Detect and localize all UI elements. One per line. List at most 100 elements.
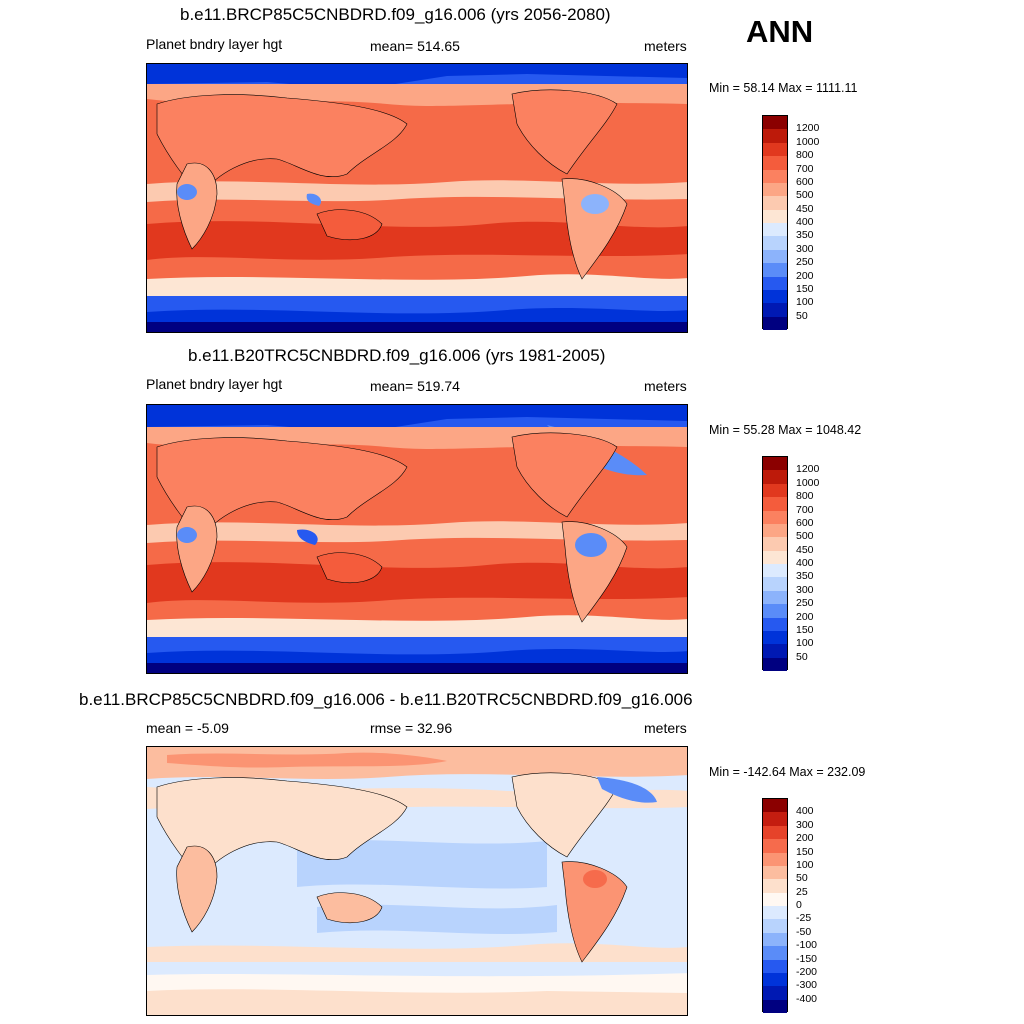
panel3-mean-label: mean = -5.09 <box>146 720 229 736</box>
colorbar-swatch <box>763 316 787 330</box>
colorbar-tick-label: 50 <box>796 872 808 885</box>
colorbar-swatch <box>763 932 787 947</box>
colorbar-swatch <box>763 116 787 130</box>
colorbar-tick-label: 100 <box>796 637 814 650</box>
colorbar-swatch <box>763 142 787 157</box>
colorbar-swatch <box>763 510 787 524</box>
panel2-mean-label: mean= 519.74 <box>370 378 460 394</box>
colorbar-tick-label: 150 <box>796 623 814 636</box>
panel1-variable-label: Planet bndry layer hgt <box>146 36 283 52</box>
colorbar-swatch <box>763 276 787 290</box>
panel3-units-label: meters <box>644 720 687 736</box>
colorbar-swatch <box>763 630 787 645</box>
colorbar-tick-label: 200 <box>796 269 814 282</box>
colorbar-swatch <box>763 497 787 511</box>
colorbar-swatch <box>763 303 787 317</box>
colorbar-swatch <box>763 156 787 170</box>
colorbar-swatch <box>763 919 787 933</box>
panel1-colorbar <box>762 115 788 330</box>
colorbar-tick-label: 50 <box>796 309 808 322</box>
colorbar-swatch <box>763 236 787 250</box>
panel1-mean-label: mean= 514.65 <box>370 38 460 54</box>
colorbar-tick-label: 200 <box>796 610 814 623</box>
colorbar-tick-label: 150 <box>796 845 814 858</box>
colorbar-swatch <box>763 865 787 880</box>
colorbar-tick-label: 50 <box>796 650 808 663</box>
colorbar-swatch <box>763 906 787 920</box>
colorbar-swatch <box>763 657 787 671</box>
colorbar-swatch <box>763 129 787 143</box>
colorbar-swatch <box>763 799 787 813</box>
colorbar-tick-label: 350 <box>796 229 814 242</box>
colorbar-tick-label: 400 <box>796 805 814 818</box>
colorbar-swatch <box>763 604 787 618</box>
colorbar-swatch <box>763 523 787 538</box>
colorbar-swatch <box>763 892 787 906</box>
colorbar-swatch <box>763 470 787 484</box>
colorbar-tick-label: -50 <box>796 925 812 938</box>
colorbar-tick-label: 400 <box>796 557 814 569</box>
colorbar-swatch <box>763 946 787 960</box>
panel1-title: b.e11.BRCP85C5CNBDRD.f09_g16.006 (yrs 20… <box>180 5 611 24</box>
panel1-units-label: meters <box>644 38 687 54</box>
panel2-title: b.e11.B20TRC5CNBDRD.f09_g16.006 (yrs 198… <box>188 346 606 365</box>
colorbar-swatch <box>763 457 787 471</box>
colorbar-tick-label: 800 <box>796 490 814 503</box>
colorbar-swatch <box>763 972 787 987</box>
colorbar-swatch <box>763 812 787 826</box>
colorbar-tick-label: 450 <box>796 543 814 556</box>
colorbar-tick-label: -400 <box>796 992 818 1005</box>
colorbar-swatch <box>763 999 787 1013</box>
panel3-title: b.e11.BRCP85C5CNBDRD.f09_g16.006 - b.e11… <box>79 690 693 709</box>
panel3-colorbar <box>762 798 788 1013</box>
colorbar-tick-label: 1200 <box>796 122 820 135</box>
colorbar-swatch <box>763 249 787 264</box>
panel3-map <box>146 746 688 1016</box>
panel1-minmax: Min = 58.14 Max = 1111.11 <box>709 81 858 95</box>
colorbar-tick-label: -200 <box>796 965 818 978</box>
colorbar-tick-label: 100 <box>796 296 814 309</box>
panel3-minmax: Min = -142.64 Max = 232.09 <box>709 765 866 779</box>
colorbar-swatch <box>763 169 787 183</box>
colorbar-tick-label: 1000 <box>796 135 820 148</box>
colorbar-tick-label: -100 <box>796 939 818 952</box>
colorbar-tick-label: 450 <box>796 202 814 215</box>
colorbar-tick-label: 1000 <box>796 476 820 489</box>
colorbar-tick-label: 25 <box>796 885 808 898</box>
colorbar-tick-label: 200 <box>796 832 814 845</box>
colorbar-swatch <box>763 839 787 853</box>
colorbar-swatch <box>763 196 787 210</box>
colorbar-swatch <box>763 263 787 277</box>
colorbar-tick-label: 1200 <box>796 463 820 476</box>
colorbar-tick-label: -25 <box>796 912 812 925</box>
colorbar-swatch <box>763 959 787 973</box>
colorbar-tick-label: -300 <box>796 979 818 992</box>
colorbar-swatch <box>763 550 787 564</box>
colorbar-tick-label: 500 <box>796 189 814 202</box>
panel1-map <box>146 63 688 333</box>
colorbar-swatch <box>763 537 787 551</box>
colorbar-swatch <box>763 590 787 605</box>
colorbar-swatch <box>763 483 787 498</box>
colorbar-tick-label: 700 <box>796 162 814 175</box>
panel2-map <box>146 404 688 674</box>
panel2-colorbar <box>762 456 788 671</box>
colorbar-tick-label: 300 <box>796 818 814 831</box>
colorbar-tick-label: 600 <box>796 175 814 188</box>
panel2-variable-label: Planet bndry layer hgt <box>146 376 283 392</box>
colorbar-swatch <box>763 564 787 578</box>
colorbar-tick-label: 300 <box>796 583 814 596</box>
colorbar-swatch <box>763 209 787 223</box>
colorbar-swatch <box>763 617 787 631</box>
colorbar-swatch <box>763 223 787 237</box>
colorbar-tick-label: 150 <box>796 282 814 295</box>
colorbar-swatch <box>763 852 787 866</box>
colorbar-swatch <box>763 289 787 304</box>
colorbar-swatch <box>763 644 787 658</box>
colorbar-tick-label: -150 <box>796 952 818 965</box>
colorbar-tick-label: 100 <box>796 858 814 871</box>
colorbar-tick-label: 400 <box>796 216 814 228</box>
colorbar-swatch <box>763 986 787 1000</box>
colorbar-tick-label: 300 <box>796 242 814 255</box>
colorbar-tick-label: 0 <box>796 899 802 911</box>
